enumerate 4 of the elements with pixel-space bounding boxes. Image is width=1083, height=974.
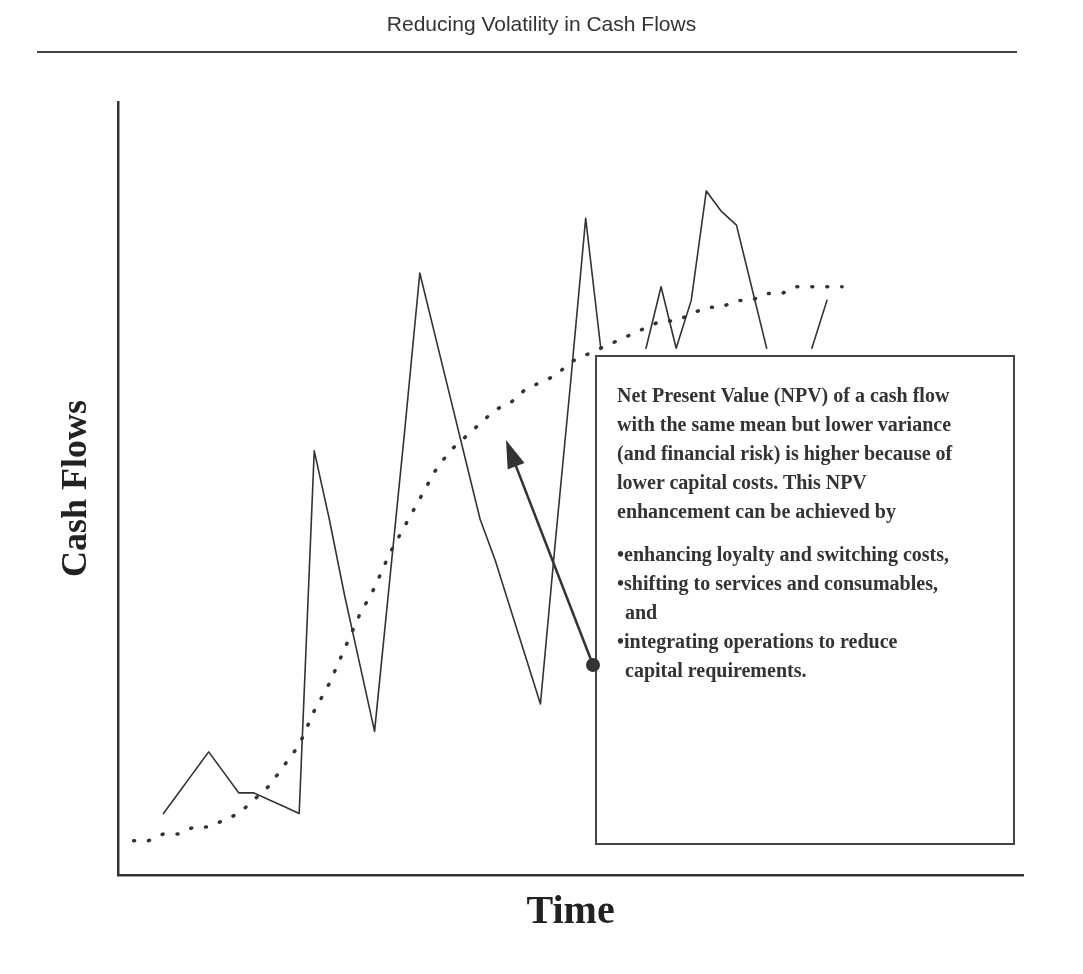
y-axis-title: Cash Flows bbox=[53, 399, 94, 578]
text: Net Present Value (NPV) of a cash flow with the same mean but lower variance (and financial risk) is higher because of lower capital costs. This NPV enhancement can be achieved by •enhancing loyalty and switching costs, •shifting to services and consumables, and •integrating operations to reduce capital requirements. bbox=[617, 384, 953, 681]
chart-title: Reducing Volatility in Cash Flows bbox=[385, 12, 698, 36]
x-axis-title: Time bbox=[526, 887, 615, 933]
